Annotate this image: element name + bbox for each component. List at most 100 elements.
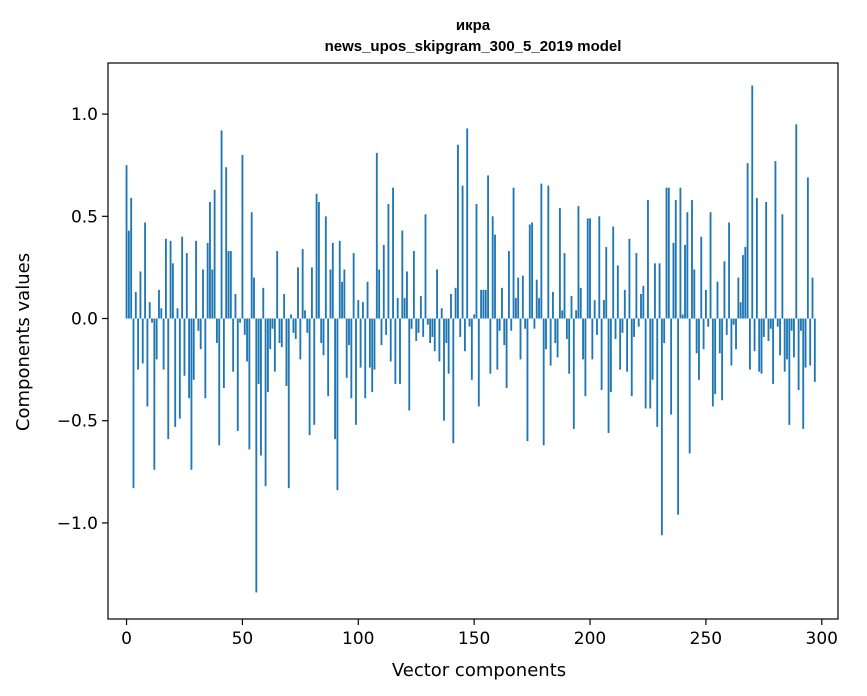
bar-225 [647, 199, 649, 319]
bar-214 [621, 318, 624, 333]
bar-161 [498, 318, 501, 331]
bar-94 [343, 269, 346, 319]
bar-48 [236, 318, 239, 431]
bar-234 [667, 187, 670, 319]
bar-134 [436, 269, 438, 319]
bar-210 [612, 226, 615, 319]
bar-14 [158, 289, 160, 319]
bar-178 [538, 298, 540, 319]
bar-82 [315, 193, 318, 319]
bar-8 [144, 222, 146, 319]
bar-72 [292, 318, 295, 333]
x-tick-label-150: 150 [458, 629, 490, 649]
bar-288 [793, 318, 795, 358]
bar-104 [366, 281, 369, 319]
bar-296 [811, 277, 814, 319]
bar-100 [357, 300, 360, 319]
bar-121 [406, 271, 408, 319]
bar-11 [151, 318, 153, 323]
bar-99 [355, 318, 357, 425]
bar-49 [239, 318, 242, 323]
bar-235 [670, 318, 673, 415]
bar-270 [751, 85, 754, 319]
bar-198 [584, 318, 587, 397]
bar-215 [623, 289, 626, 319]
bar-190 [565, 318, 568, 339]
bar-10 [148, 302, 151, 319]
bar-107 [373, 318, 376, 370]
bar-93 [341, 281, 343, 319]
bar-150 [473, 314, 476, 319]
bar-84 [320, 318, 323, 344]
bar-185 [554, 318, 557, 344]
bar-96 [348, 318, 350, 346]
bar-3 [132, 318, 135, 489]
bar-291 [799, 318, 802, 331]
bar-119 [401, 230, 404, 319]
bar-170 [519, 318, 522, 360]
bar-0 [125, 165, 128, 319]
bar-103 [364, 318, 367, 399]
bar-264 [737, 277, 740, 319]
bar-105 [368, 318, 371, 368]
bar-1 [127, 230, 130, 319]
bar-276 [765, 202, 768, 319]
bar-154 [482, 289, 485, 319]
bar-294 [806, 177, 809, 319]
bar-245 [693, 269, 696, 319]
bar-297 [813, 318, 816, 382]
bar-55 [253, 277, 255, 319]
bar-29 [192, 318, 195, 380]
x-tick-label-0: 0 [121, 629, 132, 649]
bar-68 [283, 293, 286, 319]
bar-165 [507, 251, 510, 319]
bar-208 [607, 318, 610, 433]
bar-272 [755, 197, 758, 319]
bar-132 [431, 318, 434, 337]
y-tick-label-0: −1.0 [57, 514, 98, 534]
bar-70 [287, 318, 290, 489]
bar-267 [744, 246, 747, 319]
bar-218 [630, 318, 633, 397]
bar-172 [524, 318, 527, 329]
bar-209 [609, 318, 612, 393]
bar-254 [714, 318, 717, 395]
bar-56 [255, 318, 258, 593]
bar-259 [725, 318, 728, 335]
bar-67 [280, 318, 283, 348]
bar-87 [327, 318, 330, 397]
bar-246 [695, 318, 698, 354]
y-tick-label-2: 0.0 [71, 310, 98, 330]
bar-273 [758, 318, 761, 372]
bar-268 [746, 163, 749, 319]
bar-34 [204, 318, 207, 399]
bar-97 [350, 318, 353, 399]
bar-59 [262, 287, 265, 319]
bar-112 [385, 318, 388, 335]
x-tick-label-250: 250 [690, 629, 722, 649]
bar-110 [380, 318, 383, 346]
bar-229 [656, 318, 659, 427]
bar-125 [415, 318, 418, 341]
bar-158 [491, 216, 494, 319]
bar-133 [433, 318, 436, 352]
bar-243 [688, 318, 691, 454]
bar-287 [790, 318, 793, 331]
bar-250 [704, 289, 707, 319]
bar-263 [735, 318, 737, 350]
bar-141 [452, 318, 455, 444]
bar-227 [651, 318, 654, 380]
y-tick-label-4: 1.0 [71, 105, 98, 125]
bar-258 [723, 261, 726, 319]
bar-199 [586, 218, 589, 319]
bar-113 [387, 204, 390, 319]
bar-203 [596, 318, 598, 335]
bar-116 [394, 318, 397, 384]
bar-143 [457, 144, 459, 319]
bar-285 [786, 318, 788, 360]
bar-153 [480, 289, 483, 319]
bar-137 [443, 318, 445, 421]
bar-202 [593, 300, 596, 319]
y-axis-ticks: −1.0 −0.5 0.0 0.5 1.0 [57, 105, 108, 534]
